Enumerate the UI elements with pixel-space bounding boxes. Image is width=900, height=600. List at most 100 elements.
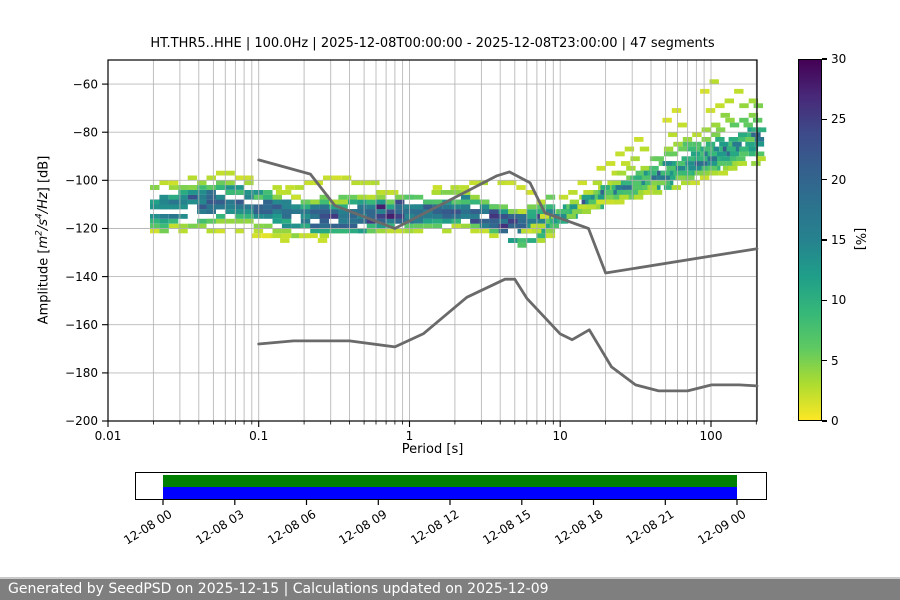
psd-cell (376, 199, 386, 205)
psd-cell (673, 170, 683, 176)
psd-cell (711, 122, 721, 128)
psd-cell (285, 185, 295, 190)
psd-cell (677, 122, 687, 128)
psd-cell (395, 218, 405, 224)
psd-cell (357, 194, 367, 200)
psd-cell (234, 214, 245, 219)
psd-cell (187, 190, 198, 195)
psd-cell (630, 156, 640, 162)
psd-cell (272, 204, 282, 210)
x-tick-label: 1 (406, 429, 414, 443)
psd-cell (216, 204, 226, 210)
colorbar-tick-label: 30 (831, 52, 847, 66)
psd-cell (281, 190, 292, 195)
psd-cell (489, 233, 499, 239)
x-axis-label: Period [s] (401, 442, 464, 457)
psd-cell (291, 223, 301, 229)
psd-cell (263, 190, 273, 195)
psd-cell (197, 194, 207, 200)
psd-cell (413, 223, 424, 229)
psd-cell (701, 127, 712, 133)
psd-cell (357, 204, 367, 210)
noise-model-nhnm (257, 158, 759, 275)
psd-cell (748, 98, 759, 104)
psd-cell (663, 146, 674, 152)
psd-cell (216, 170, 226, 176)
psd-cell (526, 214, 537, 219)
psd-cell (711, 161, 721, 166)
psd-cell (338, 209, 348, 215)
psd-cell (423, 199, 433, 205)
psd-cell (338, 199, 348, 205)
psd-cell (725, 117, 735, 123)
psd-cell (244, 180, 254, 186)
psd-cell (319, 214, 330, 219)
psd-cell (536, 218, 546, 224)
psd-cell (197, 190, 207, 195)
psd-cell (366, 223, 377, 229)
psd-cell (310, 209, 320, 215)
psd-cell (592, 180, 603, 186)
psd-cell (709, 146, 720, 152)
psd-cell (738, 137, 748, 142)
psd-cell (423, 218, 433, 224)
psd-cell (168, 194, 179, 200)
psd-cell (234, 209, 245, 215)
psd-cell (451, 190, 461, 195)
psd-cell (159, 180, 169, 186)
psd-cell (738, 132, 748, 138)
psd-cell (413, 228, 424, 234)
psd-cell (685, 161, 695, 166)
psd-cell (272, 228, 282, 234)
psd-cell (413, 209, 424, 215)
psd-cell (310, 223, 320, 229)
psd-cell (698, 161, 708, 166)
psd-cell (347, 223, 358, 229)
psd-cell (261, 233, 271, 239)
psd-cell (506, 180, 517, 186)
psd-cell (748, 151, 759, 157)
psd-cell (423, 204, 433, 210)
psd-cell (469, 180, 479, 186)
psd-cell (159, 214, 169, 219)
psd-cell (560, 209, 570, 215)
psd-cell (756, 156, 766, 162)
psd-cell (600, 185, 610, 190)
psd-cell (613, 194, 624, 200)
psd-cell (281, 223, 292, 229)
psd-cell (150, 218, 160, 224)
psd-cell (726, 146, 736, 152)
psd-cell (497, 180, 507, 186)
psd-cell (234, 199, 245, 205)
timeline-ticks (162, 500, 738, 505)
psd-cell (686, 146, 697, 152)
psd-cell (442, 209, 452, 215)
psd-cell (754, 151, 765, 157)
psd-cell (607, 180, 617, 186)
psd-cell (366, 228, 377, 234)
psd-cell (663, 185, 674, 190)
colorbar-tick-label: 15 (831, 233, 847, 247)
psd-cell (517, 218, 527, 224)
axes-frame-and-ticks: 0.01 0.1 1 10 100 −200 −180 −160 −140 −120 −100 −80… (65, 59, 758, 443)
psd-cell (530, 223, 540, 229)
psd-cell (588, 199, 598, 205)
psd-cell (263, 214, 273, 219)
colorbar-tick-label: 0 (831, 414, 839, 428)
psd-cell (187, 194, 198, 200)
psd-cell (413, 204, 424, 210)
psd-cell (225, 209, 235, 215)
psd-cell (489, 228, 499, 234)
psd-cell (517, 223, 527, 229)
psd-cell (413, 194, 424, 200)
psd-cell (291, 204, 301, 210)
psd-cell (263, 209, 273, 215)
y-tick-label: −160 (65, 318, 98, 332)
x-tick-label: 0.1 (249, 429, 268, 443)
colorbar-tick-label: 5 (831, 353, 839, 368)
psd-cell (694, 170, 705, 176)
psd-cell (668, 132, 678, 138)
psd-cell (498, 209, 509, 215)
psd-cell (722, 165, 733, 171)
